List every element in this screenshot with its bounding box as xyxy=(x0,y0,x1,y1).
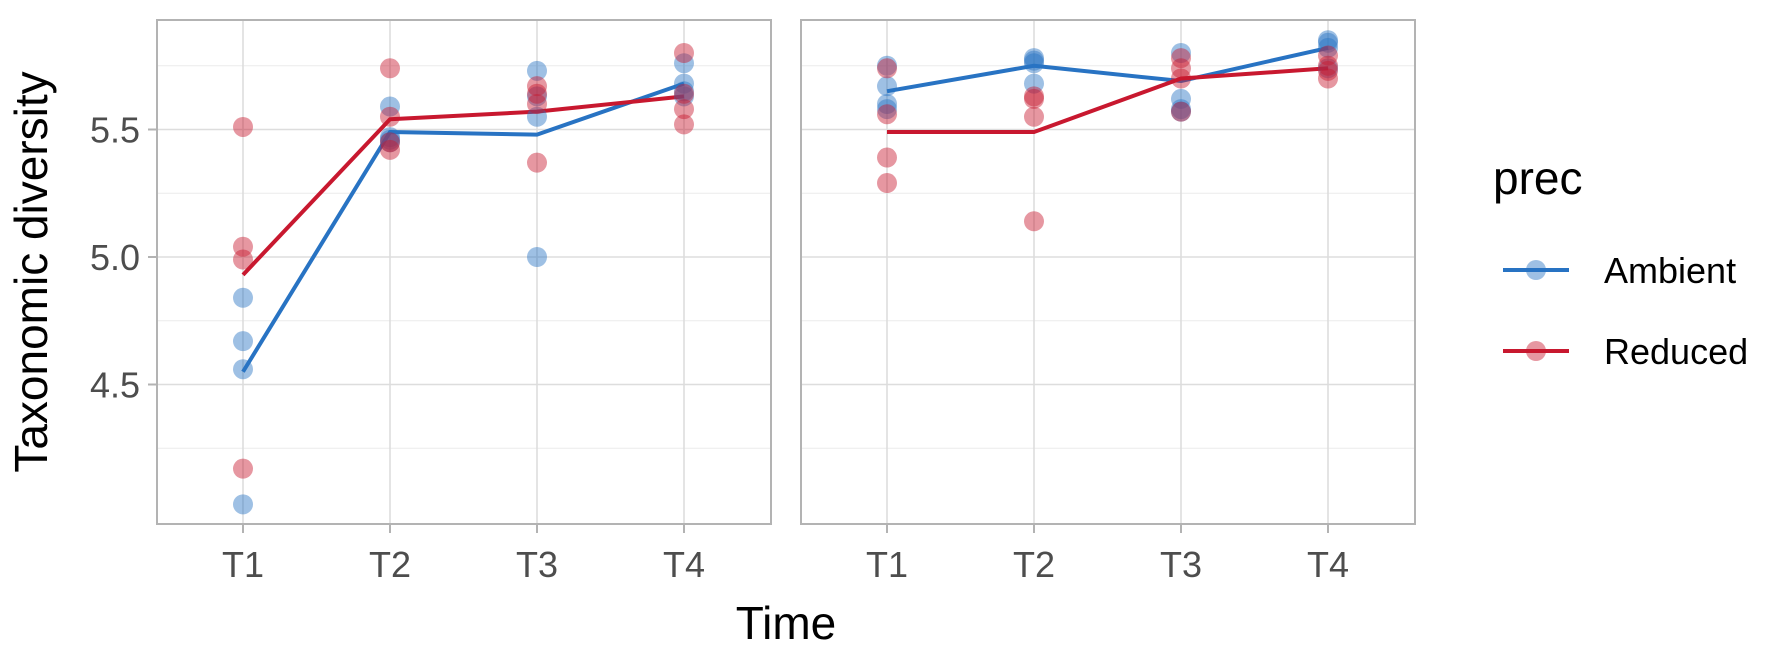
x-tick-label: T4 xyxy=(1307,544,1349,585)
point-reduced xyxy=(877,104,897,125)
point-reduced xyxy=(380,139,400,160)
point-reduced xyxy=(1024,88,1044,109)
legend-label-reduced: Reduced xyxy=(1604,331,1748,372)
point-ambient xyxy=(1171,88,1191,109)
x-tick-label: T2 xyxy=(1013,544,1055,585)
panel-frame xyxy=(156,19,772,525)
point-ambient xyxy=(1024,50,1044,71)
point-reduced xyxy=(674,83,694,104)
point-ambient xyxy=(1024,48,1044,69)
point-reduced xyxy=(380,106,400,127)
y-tick-label: 5.5 xyxy=(90,110,140,151)
point-ambient xyxy=(1024,73,1044,94)
point-reduced xyxy=(1024,86,1044,107)
point-reduced xyxy=(674,99,694,120)
x-tick-label: T3 xyxy=(516,544,558,585)
y-tick-label: 5.0 xyxy=(90,237,140,278)
point-ambient xyxy=(380,127,400,148)
point-reduced xyxy=(877,58,897,79)
legend-key-point-ambient xyxy=(1526,260,1546,280)
point-reduced xyxy=(674,114,694,135)
point-ambient xyxy=(674,86,694,107)
point-reduced xyxy=(1171,68,1191,89)
point-reduced xyxy=(1171,58,1191,79)
point-reduced xyxy=(1318,45,1338,66)
point-ambient xyxy=(1318,30,1338,51)
series-line-reduced xyxy=(887,66,1329,135)
series-line-ambient xyxy=(241,81,685,373)
point-ambient xyxy=(1318,32,1338,53)
point-ambient xyxy=(877,76,897,97)
point-reduced xyxy=(877,147,897,168)
point-reduced xyxy=(1318,55,1338,76)
x-tick-label: T4 xyxy=(663,544,705,585)
point-ambient xyxy=(233,359,253,380)
point-ambient xyxy=(233,287,253,308)
point-ambient xyxy=(1024,53,1044,74)
point-ambient xyxy=(877,55,897,76)
point-ambient xyxy=(877,99,897,120)
point-reduced xyxy=(1024,106,1044,127)
x-axis-title: Time xyxy=(736,597,837,649)
point-reduced xyxy=(1318,60,1338,81)
point-ambient xyxy=(527,106,547,127)
point-ambient xyxy=(674,81,694,102)
point-ambient xyxy=(527,247,547,267)
point-ambient xyxy=(1171,43,1191,63)
legend-title: prec xyxy=(1493,152,1582,204)
point-reduced xyxy=(527,76,547,97)
point-ambient xyxy=(1171,99,1191,120)
series-line-ambient xyxy=(886,45,1329,94)
point-reduced xyxy=(380,132,400,153)
x-tick-label: T3 xyxy=(1160,544,1202,585)
point-reduced xyxy=(674,43,694,63)
point-ambient xyxy=(380,129,400,150)
point-ambient xyxy=(674,73,694,94)
x-tick-label: T2 xyxy=(369,544,411,585)
x-tick-label: T1 xyxy=(866,544,908,585)
point-ambient xyxy=(527,60,547,81)
point-ambient xyxy=(380,132,400,153)
point-reduced xyxy=(527,94,547,114)
panel-frame xyxy=(800,19,1416,525)
point-ambient xyxy=(233,494,253,515)
legend-label-ambient: Ambient xyxy=(1604,250,1736,291)
point-reduced xyxy=(380,58,400,79)
point-reduced xyxy=(233,458,253,479)
point-ambient xyxy=(1318,37,1338,58)
point-reduced xyxy=(1171,48,1191,69)
point-reduced xyxy=(527,83,547,104)
series-line-reduced xyxy=(241,94,685,277)
y-tick-label: 4.5 xyxy=(90,365,140,406)
point-ambient xyxy=(233,331,253,352)
point-reduced xyxy=(233,249,253,270)
point-reduced xyxy=(233,236,253,257)
point-ambient xyxy=(1318,58,1338,79)
point-reduced xyxy=(233,116,253,137)
point-reduced xyxy=(877,173,897,194)
point-reduced xyxy=(1024,211,1044,232)
y-axis-title: Taxonomic diversity xyxy=(5,71,57,472)
point-ambient xyxy=(380,96,400,117)
point-ambient xyxy=(877,94,897,114)
point-reduced xyxy=(1318,68,1338,89)
point-ambient xyxy=(527,86,547,107)
x-tick-label: T1 xyxy=(222,544,264,585)
point-ambient xyxy=(1171,101,1191,122)
legend-key-point-reduced xyxy=(1526,341,1546,361)
point-reduced xyxy=(1171,101,1191,122)
point-ambient xyxy=(674,53,694,74)
point-reduced xyxy=(527,152,547,173)
